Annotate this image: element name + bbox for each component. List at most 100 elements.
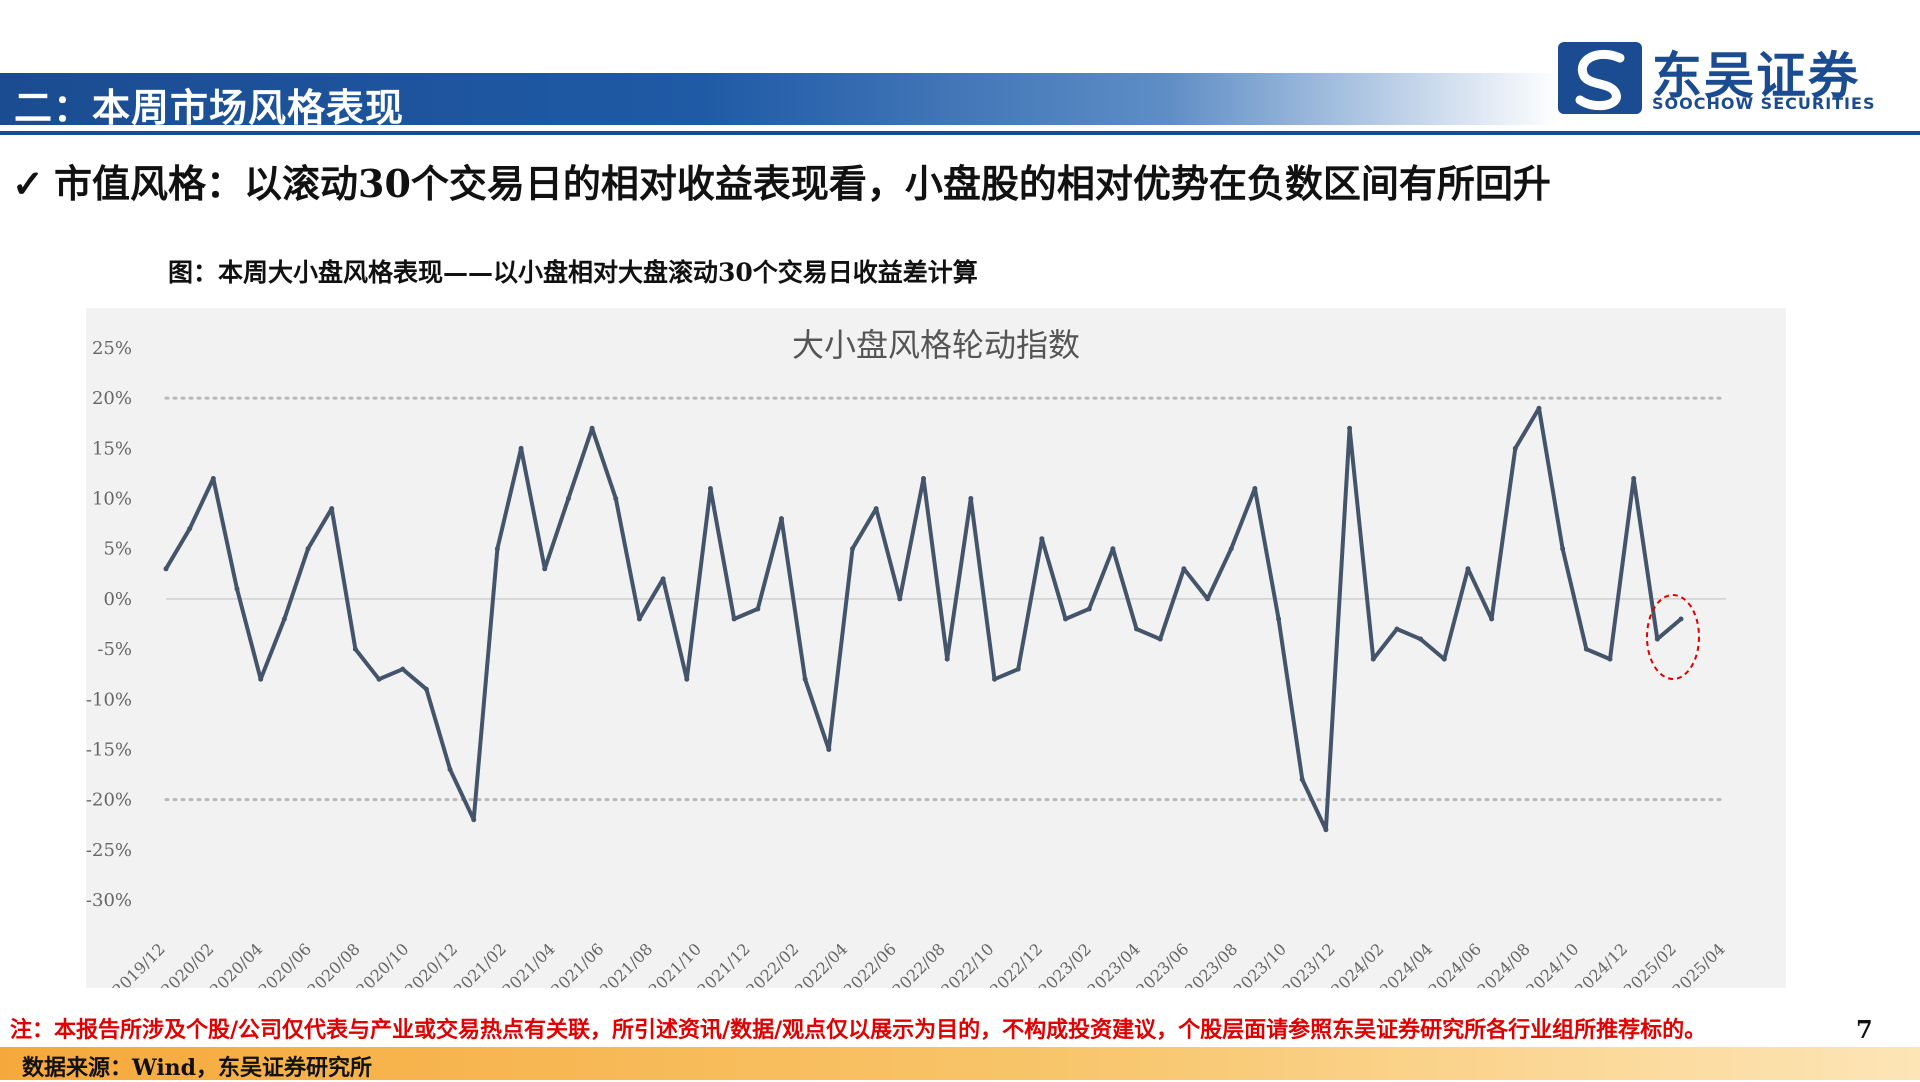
series-line [164, 406, 1683, 832]
data-point [897, 596, 903, 602]
highlight-ellipse [1646, 593, 1700, 680]
data-point [1631, 475, 1637, 481]
data-point [1252, 486, 1258, 492]
y-tick-label: -15% [86, 739, 132, 760]
data-point [802, 676, 808, 682]
data-point [1607, 656, 1613, 662]
data-point [352, 646, 358, 652]
data-point [1418, 636, 1424, 642]
brand-name-cn: 东吴证券 [1652, 47, 1860, 105]
data-point [376, 676, 382, 682]
data-point [1583, 646, 1589, 652]
header-divider [0, 131, 1920, 135]
data-point [1370, 656, 1376, 662]
data-point [944, 656, 950, 662]
data-point [471, 817, 477, 823]
x-tick-label: 2021/02 [450, 939, 510, 988]
y-tick-label: 20% [92, 388, 132, 409]
x-tick-label: 2021/10 [645, 939, 705, 988]
y-tick-label: -20% [86, 790, 132, 811]
x-tick-label: 2024/06 [1425, 939, 1485, 988]
x-tick-label: 2022/04 [791, 939, 851, 988]
x-tick-label: 2022/06 [840, 939, 900, 988]
data-point [1134, 626, 1140, 632]
brand-name-en: SOOCHOW SECURITIES [1652, 94, 1876, 113]
x-tick-label: 2021/04 [498, 939, 558, 988]
x-tick-label: 2025/04 [1668, 939, 1728, 988]
data-point [1063, 616, 1069, 622]
data-point [281, 616, 287, 622]
y-tick-label: -10% [86, 689, 132, 710]
x-tick-label: 2023/04 [1083, 939, 1143, 988]
x-tick-label: 2024/04 [1376, 939, 1436, 988]
x-tick-label: 2021/06 [547, 939, 607, 988]
data-point [684, 676, 690, 682]
data-point [1678, 616, 1684, 622]
x-tick-label: 2022/02 [742, 939, 802, 988]
data-point [494, 546, 500, 552]
data-point [1536, 405, 1542, 411]
data-point [849, 546, 855, 552]
data-point [258, 676, 264, 682]
data-point [329, 506, 335, 512]
y-tick-label: 10% [92, 489, 132, 510]
data-point [1110, 546, 1116, 552]
x-tick-label: 2019/12 [108, 939, 168, 988]
chart-title: 大小盘风格轮动指数 [792, 326, 1080, 364]
data-point [1086, 606, 1092, 612]
data-point [234, 586, 240, 592]
x-tick-label: 2022/08 [888, 939, 948, 988]
style-rotation-chart: 大小盘风格轮动指数 25% 20% 15% 10% 5% 0% -5% -10% -15% -20… [86, 326, 1729, 988]
x-tick-label: 2023/10 [1230, 939, 1290, 988]
y-tick-label: 0% [103, 589, 132, 610]
data-point [542, 566, 548, 572]
x-tick-label: 2024/02 [1327, 939, 1387, 988]
y-tick-label: 15% [92, 438, 132, 459]
data-point [755, 606, 761, 612]
data-point [447, 767, 453, 773]
data-point [660, 576, 666, 582]
chart-panel: 大小盘风格轮动指数 25% 20% 15% 10% 5% 0% -5% -10% -15% -20… [86, 308, 1786, 988]
soochow-logo-icon [1558, 42, 1642, 114]
data-point [778, 516, 784, 522]
y-tick-label: -25% [86, 840, 132, 861]
x-tick-label: 2020/08 [303, 939, 363, 988]
x-tick-label: 2021/08 [596, 939, 656, 988]
data-point [992, 676, 998, 682]
data-point [187, 526, 193, 532]
data-point [518, 445, 524, 451]
data-point [1181, 566, 1187, 572]
disclaimer-note: 注：本报告所涉及个股/公司仅代表与产业或交易热点有关联，所引述资讯/数据/观点仅… [10, 1017, 1707, 1043]
source-bar [0, 1047, 1920, 1080]
data-point [1299, 777, 1305, 783]
data-point [1323, 827, 1329, 833]
figure-caption: 图：本周大小盘风格表现——以小盘相对大盘滚动30个交易日收益差计算 [168, 258, 978, 287]
data-point [1228, 546, 1234, 552]
x-tick-label: 2020/04 [206, 939, 266, 988]
y-tick-label: -5% [97, 639, 132, 660]
data-point [589, 425, 595, 431]
data-point [1489, 616, 1495, 622]
data-point [1654, 636, 1660, 642]
data-point [400, 666, 406, 672]
data-point [826, 746, 832, 752]
x-tick-label: 2023/02 [1035, 939, 1095, 988]
x-tick-label: 2023/06 [1132, 939, 1192, 988]
y-tick-label: -30% [86, 890, 132, 911]
data-point [305, 546, 311, 552]
x-tick-label: 2021/12 [693, 939, 753, 988]
page-number: 7 [1856, 1015, 1873, 1044]
y-tick-label: 5% [103, 539, 132, 560]
data-point [1512, 445, 1518, 451]
x-tick-label: 2024/08 [1473, 939, 1533, 988]
y-tick-label: 25% [92, 338, 132, 359]
data-point [1157, 636, 1163, 642]
data-point [1039, 536, 1045, 542]
x-tick-label: 2025/02 [1620, 939, 1680, 988]
data-point [1015, 666, 1021, 672]
x-tick-label: 2024/10 [1522, 939, 1582, 988]
x-tick-label: 2020/10 [352, 939, 412, 988]
headline: ✓ 市值风格：以滚动30个交易日的相对收益表现看，小盘股的相对优势在负数区间有所回… [12, 153, 1551, 208]
headline-text: 市值风格：以滚动30个交易日的相对收益表现看，小盘股的相对优势在负数区间有所回升 [54, 161, 1551, 206]
data-point [565, 496, 571, 502]
